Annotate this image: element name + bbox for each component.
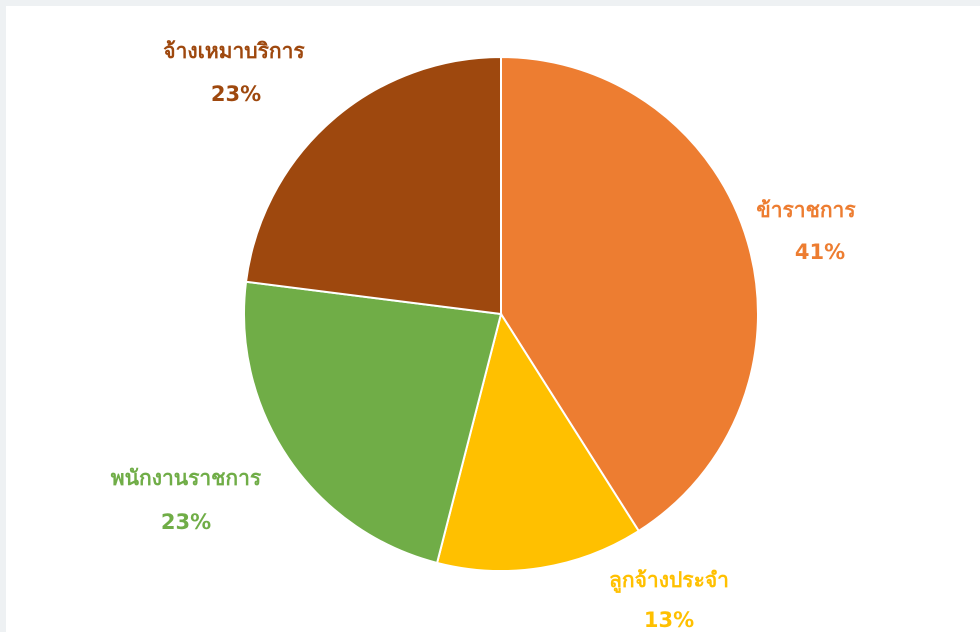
slice-label-category: จ้างเหมาบริการ [163,39,305,63]
slice-label-category: พนักงานราชการ [111,466,262,490]
pie-slice [243,280,503,565]
pie-labels: ข้าราชการ 41% ลูกจ้างประจำ 13% พนักงานรา… [111,39,857,632]
slice-label-percent: 23% [211,82,261,106]
slice-label-category: ลูกจ้างประจำ [609,568,729,594]
pie-slice [435,311,641,572]
pie-slice [244,55,502,316]
slice-label-percent: 41% [795,240,845,264]
pie-slice [500,55,759,533]
slice-label-percent: 13% [644,608,694,632]
slice-label-category: ข้าราชการ [756,198,856,222]
pie-slices [243,55,759,572]
slice-label-percent: 23% [161,510,211,534]
